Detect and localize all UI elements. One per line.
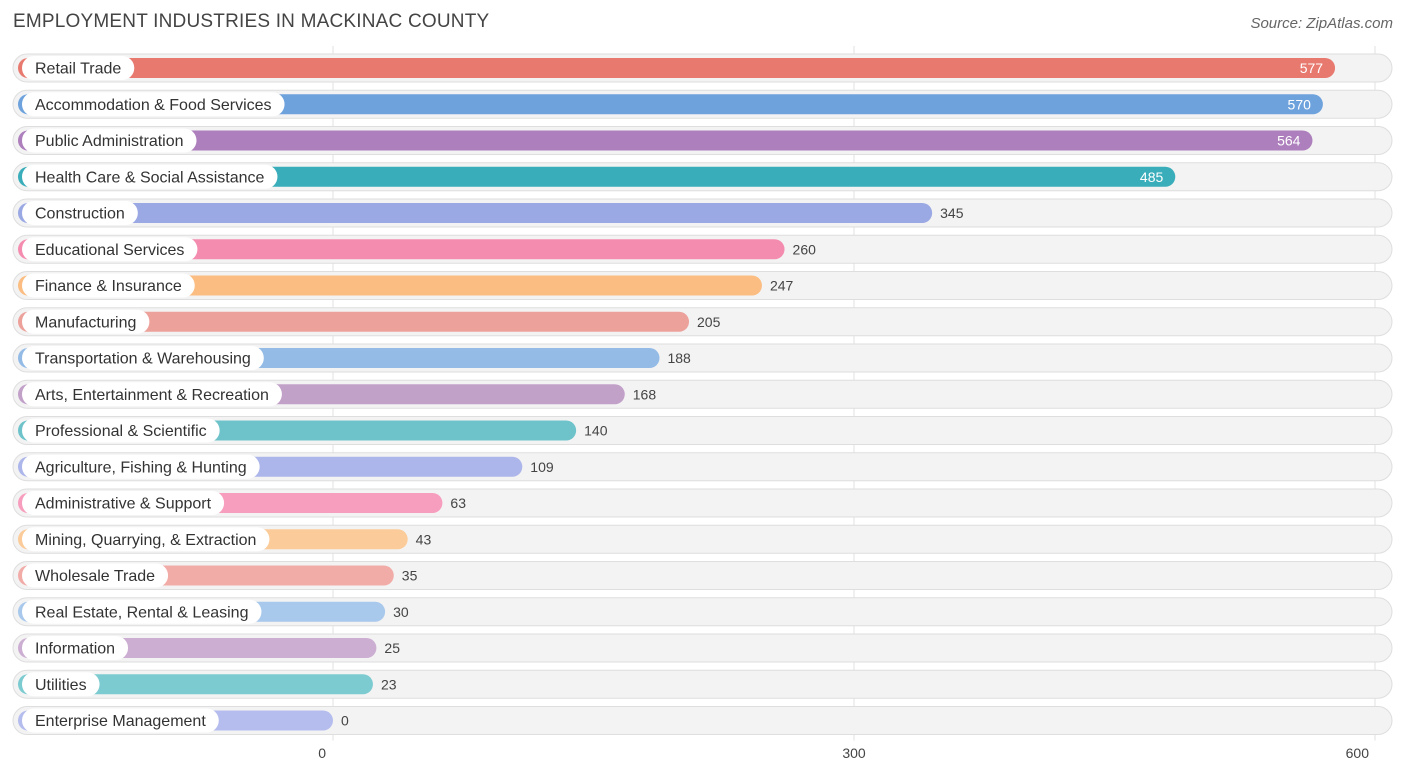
bar-label: Educational Services: [35, 242, 184, 259]
bar: [18, 674, 373, 695]
bar-value-label: 0: [341, 713, 349, 729]
bar-value-label: 577: [1300, 60, 1324, 76]
bar-row: Accommodation & Food Services 570: [12, 89, 1393, 119]
chart-source: Source: ZipAtlas.com: [1250, 15, 1393, 32]
bar-label-pill: [22, 382, 282, 407]
bar-label: Information: [35, 641, 115, 658]
bar: [18, 166, 1176, 187]
bar-value-label: 43: [416, 531, 432, 547]
x-tick-label: 300: [842, 745, 866, 761]
bar-label-pill: [22, 346, 264, 370]
bar-label-pill: [22, 92, 285, 117]
bar-label-pill: [22, 708, 219, 733]
bar-value-label: 35: [402, 568, 418, 584]
bar-label-pill: [22, 454, 260, 479]
bar: [18, 130, 1313, 151]
bar-row: Real Estate, Rental & Leasing 30: [12, 597, 1393, 627]
bar: [18, 239, 785, 260]
bar-label: Professional & Scientific: [35, 423, 207, 440]
bar: [18, 58, 1336, 78]
bar-label-pill: [22, 309, 150, 334]
bar-label: Health Care & Social Assistance: [35, 169, 265, 186]
bar-value-label: 30: [393, 604, 409, 620]
bar-label-pill: [22, 201, 138, 225]
bar-value-label: 205: [697, 314, 721, 330]
bar-track: [12, 706, 1393, 735]
bar-row: Manufacturing 205: [12, 307, 1393, 337]
bar-row: Public Administration 564: [12, 126, 1393, 155]
bar: [18, 311, 690, 332]
bar-label-pill: [22, 672, 100, 697]
bar-label-pill: [22, 491, 225, 515]
bar-label-pill: [22, 273, 195, 298]
bar-value-label: 63: [450, 495, 466, 511]
bar-label-pill: [22, 128, 197, 153]
bar-value-label: 570: [1288, 96, 1312, 112]
bar-row: Information 25: [12, 633, 1393, 663]
bar-label: Construction: [35, 206, 125, 223]
bar-value-label: 188: [667, 350, 691, 366]
bar-label: Agriculture, Fishing & Hunting: [35, 459, 247, 476]
bar-label: Administrative & Support: [35, 496, 212, 513]
bar-value-label: 168: [633, 386, 657, 402]
bar-row: Construction 345: [12, 198, 1393, 228]
bar-label-pill: [22, 527, 270, 552]
bar-label: Wholesale Trade: [35, 568, 155, 585]
bar-label: Arts, Entertainment & Recreation: [35, 387, 269, 404]
bar-value-label: 23: [381, 676, 397, 692]
bar-value-label: 345: [940, 205, 964, 221]
bar-label: Utilities: [35, 677, 87, 694]
bar-row: Mining, Quarrying, & Extraction 43: [12, 524, 1393, 554]
bar-label-pill: [22, 636, 129, 660]
bar-label: Manufacturing: [35, 314, 136, 331]
bar-value-label: 260: [793, 241, 817, 257]
bar-label: Public Administration: [35, 133, 184, 150]
bar-row: Transportation & Warehousing 188: [12, 343, 1393, 373]
bar-label-pill: [22, 56, 135, 80]
bar-value-label: 247: [770, 278, 794, 294]
bar-value-label: 564: [1277, 133, 1301, 149]
chart-title: EMPLOYMENT INDUSTRIES IN MACKINAC COUNTY: [13, 11, 490, 32]
bar: [18, 275, 762, 296]
bar-row: Educational Services 260: [12, 234, 1393, 264]
bar-row: Administrative & Support 63: [12, 488, 1393, 518]
bar-row: Finance & Insurance 247: [12, 271, 1393, 300]
bar-label-pill: [22, 164, 278, 189]
bar-label-pill: [22, 418, 220, 443]
x-tick-label: 600: [1346, 745, 1370, 761]
bar-row: Utilities 23: [12, 669, 1393, 699]
bar-value-label: 109: [530, 459, 554, 475]
bar-label: Finance & Insurance: [35, 278, 182, 295]
bar-row: Professional & Scientific 140: [12, 416, 1393, 445]
bar-label: Retail Trade: [35, 61, 121, 78]
bar-value-label: 25: [384, 640, 400, 656]
x-tick-label: 0: [318, 745, 326, 761]
bar: [18, 203, 933, 223]
bar-value-label: 485: [1140, 169, 1164, 185]
bar-label: Accommodation & Food Services: [35, 97, 272, 114]
bar-label-pill: [22, 563, 169, 588]
bar-row: Arts, Entertainment & Recreation 168: [12, 379, 1393, 409]
bar-value-label: 140: [584, 423, 608, 439]
x-axis-ticks: 0 300 600: [318, 745, 1369, 761]
bar-label-pill: [22, 237, 198, 262]
bar-label: Real Estate, Rental & Leasing: [35, 604, 248, 621]
bar-row: Health Care & Social Assistance 485: [12, 162, 1393, 192]
bar-row: Retail Trade 577: [12, 53, 1393, 83]
bar-label: Mining, Quarrying, & Extraction: [35, 532, 256, 549]
bar-rows: Retail Trade 577 Accommodation & Food Serv…: [12, 53, 1393, 735]
bar: [18, 94, 1323, 115]
bar-label: Transportation & Warehousing: [35, 351, 251, 368]
bar-label: Enterprise Management: [35, 713, 206, 730]
bar-label-pill: [22, 599, 262, 624]
bar-row: Enterprise Management 0: [12, 706, 1393, 735]
bar-row: Agriculture, Fishing & Hunting 109: [12, 452, 1393, 482]
bar-row: Wholesale Trade 35: [12, 561, 1393, 590]
